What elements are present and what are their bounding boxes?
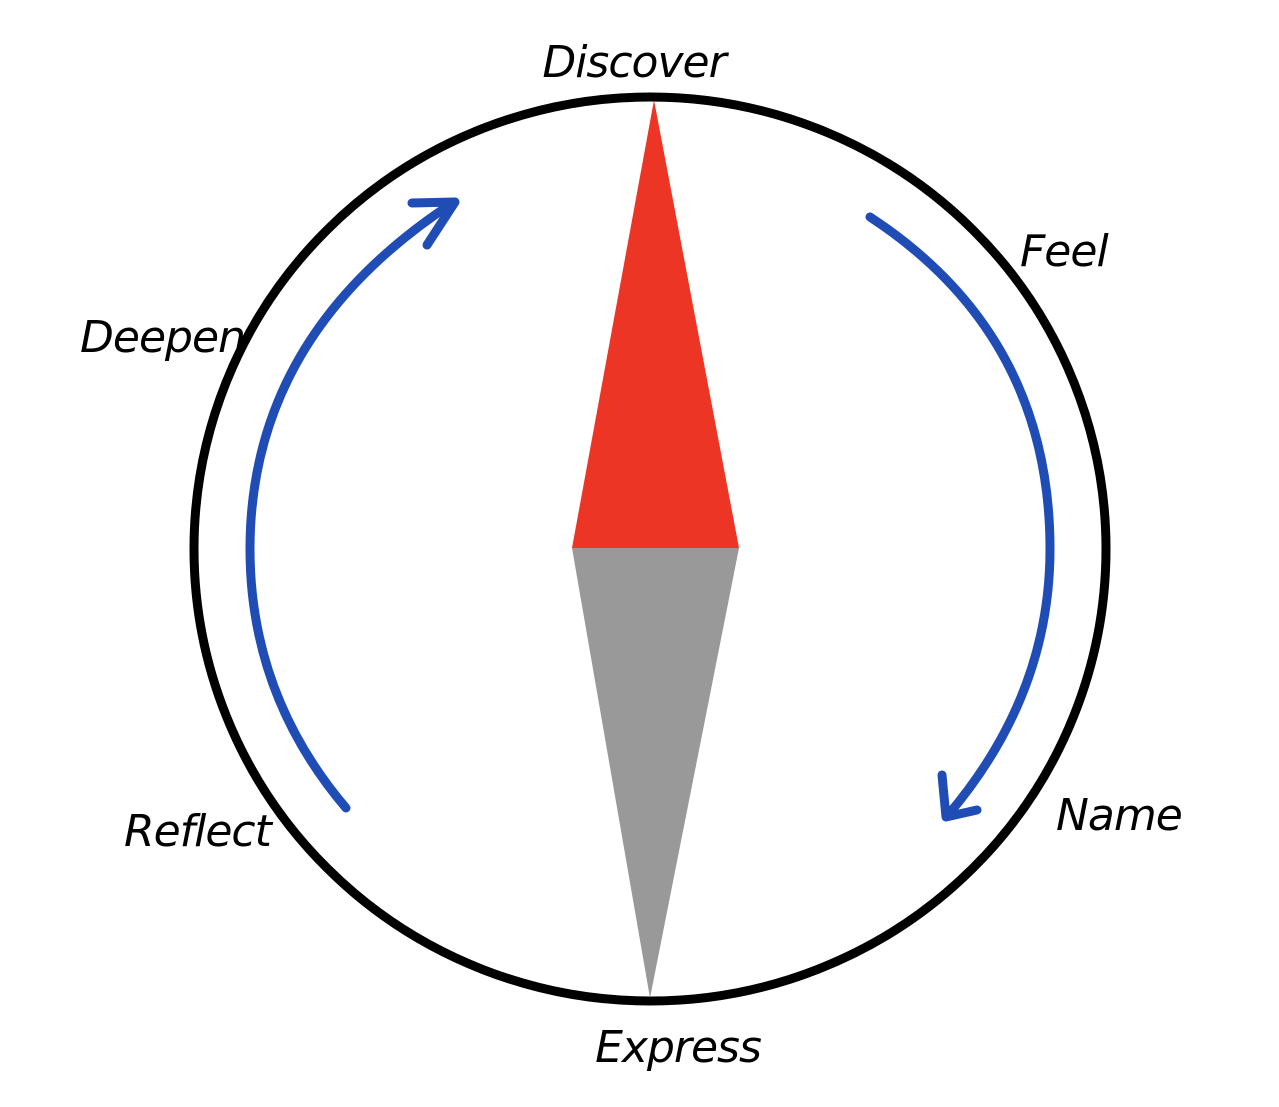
left-arrowhead-icon: [407, 197, 460, 250]
label-reflect: Reflect: [124, 806, 274, 857]
compass-ring: [189, 92, 1111, 1006]
clockwise-arrow-right: [865, 212, 1055, 822]
needle-north-half: [572, 100, 739, 548]
needle-south-half: [572, 548, 739, 998]
label-feel: Feel: [1020, 226, 1109, 277]
left-arc: [245, 197, 459, 813]
label-express: Express: [595, 1022, 761, 1073]
right-arc: [865, 212, 1055, 820]
label-name: Name: [1056, 790, 1182, 841]
label-discover: Discover: [542, 37, 729, 88]
right-arrowhead-icon: [937, 770, 982, 822]
clockwise-arrow-left: [245, 197, 460, 813]
label-deepen: Deepen: [80, 312, 245, 363]
compass-needle: [572, 100, 739, 998]
